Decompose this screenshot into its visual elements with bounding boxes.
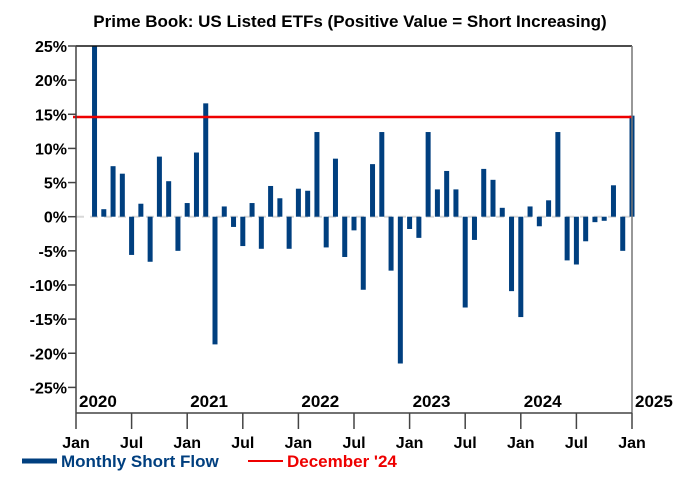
bar (166, 181, 172, 217)
x-tick-label: Jan (396, 435, 424, 452)
bar (388, 216, 394, 271)
x-tick-label: Jul (342, 435, 365, 452)
bar (527, 206, 533, 217)
bar (101, 209, 107, 217)
bar (231, 216, 237, 227)
y-tick-label: 0% (44, 210, 67, 227)
year-label: 2023 (413, 392, 451, 411)
bar (323, 216, 329, 248)
y-tick-label: -10% (30, 278, 67, 295)
year-label: 2020 (79, 392, 117, 411)
bar (444, 170, 450, 217)
bar (499, 207, 505, 217)
bar (175, 216, 181, 251)
y-tick-label: 10% (35, 141, 67, 158)
y-tick-label: 15% (35, 107, 67, 124)
bar (221, 206, 227, 217)
bar (129, 216, 135, 255)
bar (610, 185, 616, 217)
bar (92, 46, 98, 217)
y-tick-label: -15% (30, 312, 67, 329)
bar (332, 158, 338, 217)
bar (620, 216, 626, 251)
bar (268, 185, 274, 217)
bar (351, 216, 357, 231)
bar (462, 216, 468, 308)
bar (518, 216, 524, 318)
bar (379, 132, 385, 217)
bar (370, 164, 376, 217)
bars-series (92, 46, 635, 364)
bar (416, 216, 422, 238)
bar (360, 216, 366, 290)
legend-item-december-24: December '24 (248, 452, 397, 471)
y-tick-label: -20% (30, 346, 67, 363)
y-axis: 25% 20% 15% 10% 5% 0% -5% -10% -15% -20% -25% (30, 39, 76, 397)
y-tick-label: 25% (35, 39, 67, 56)
bar (583, 216, 589, 242)
bar (509, 216, 515, 292)
bar (156, 156, 162, 217)
bar (295, 188, 301, 217)
x-tick-label: Jan (173, 435, 201, 452)
x-axis: Jan Jul Jan Jul Jan Jul Jan Jul Jan Jul Jan 2020 202… (62, 392, 673, 452)
bar (564, 216, 570, 261)
bar (407, 216, 413, 229)
bar (286, 216, 292, 249)
bar (305, 190, 311, 217)
bar (573, 216, 579, 265)
x-tick-label: Jul (120, 435, 143, 452)
bar (434, 189, 440, 217)
bar (536, 216, 542, 227)
bar (471, 216, 477, 240)
x-tick-label: Jul (565, 435, 588, 452)
bar (193, 152, 199, 217)
legend-label-monthly-short-flow: Monthly Short Flow (61, 452, 219, 471)
y-tick-label: 20% (35, 73, 67, 90)
x-tick-label: Jan (62, 435, 90, 452)
bar (425, 132, 431, 217)
x-tick-label: Jan (618, 435, 646, 452)
bar (184, 203, 190, 217)
bar (481, 168, 487, 217)
year-label: 2025 (635, 392, 673, 411)
legend-label-december-24: December '24 (287, 452, 397, 471)
bar (249, 203, 255, 217)
y-tick-label: 5% (44, 176, 67, 193)
legend-item-monthly-short-flow: Monthly Short Flow (22, 452, 219, 471)
bar (258, 216, 264, 249)
year-label: 2024 (524, 392, 562, 411)
legend: Monthly Short Flow December '24 (22, 452, 397, 471)
bar (601, 216, 607, 221)
bar (397, 216, 403, 364)
year-label: 2021 (190, 392, 228, 411)
x-tick-label: Jul (231, 435, 254, 452)
x-tick-label: Jan (285, 435, 313, 452)
bar (138, 203, 144, 217)
bar (546, 200, 552, 217)
year-label: 2022 (301, 392, 339, 411)
x-tick-label: Jan (507, 435, 535, 452)
bar (240, 216, 246, 247)
bar (592, 216, 598, 223)
bar (147, 216, 153, 262)
x-tick-label: Jul (454, 435, 477, 452)
y-tick-label: -25% (30, 380, 67, 397)
bar (555, 132, 561, 217)
bar (203, 103, 209, 217)
chart-title: Prime Book: US Listed ETFs (Positive Val… (93, 12, 606, 31)
bar (110, 166, 116, 217)
bar (453, 189, 459, 217)
bar (119, 173, 125, 217)
bar (212, 216, 218, 345)
bar (277, 198, 283, 217)
bar (314, 132, 320, 217)
bar (342, 216, 348, 257)
bar (490, 179, 496, 217)
y-tick-label: -5% (39, 244, 67, 261)
